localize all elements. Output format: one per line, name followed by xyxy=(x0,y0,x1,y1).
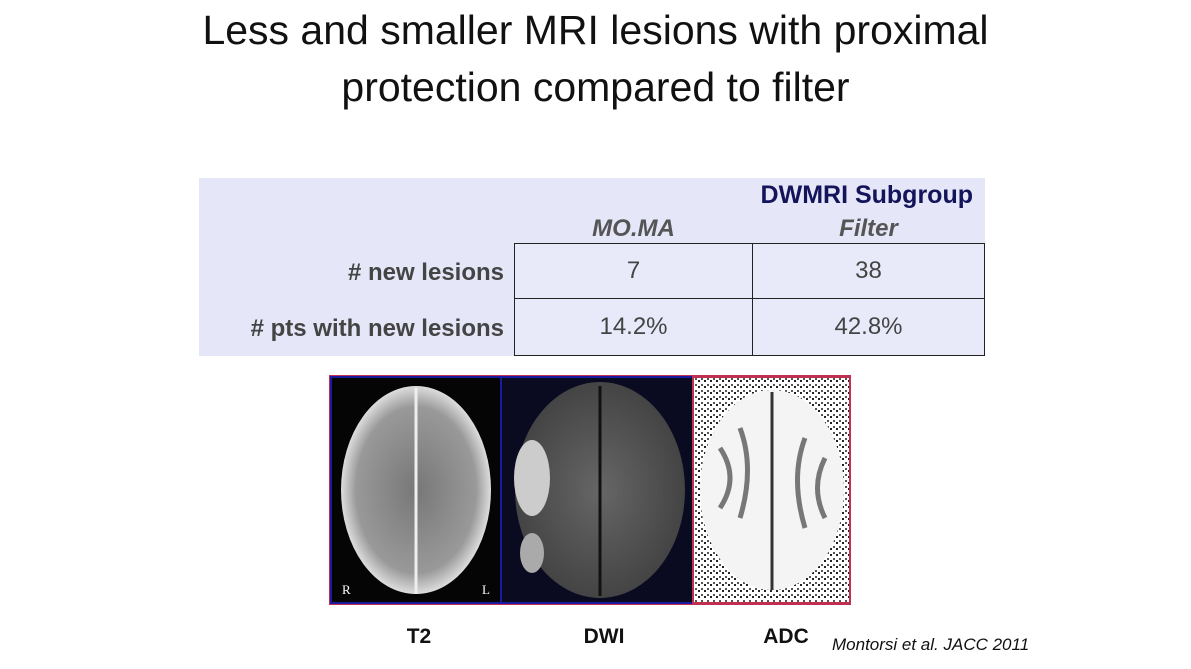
title-line: protection compared to filter xyxy=(341,64,850,110)
row-label: # new lesions xyxy=(347,259,504,286)
orientation-label: L xyxy=(482,582,490,597)
orientation-label: R xyxy=(342,582,351,597)
adc-panel xyxy=(692,376,851,604)
panel-label: T2 xyxy=(406,625,432,648)
panel-label: ADC xyxy=(763,625,809,648)
column-header: Filter xyxy=(839,215,898,242)
table-cell: 14.2% xyxy=(514,298,753,356)
mri-images: R L xyxy=(329,375,851,605)
column-header: MO.MA xyxy=(592,215,675,242)
panel-label: DWI xyxy=(583,625,625,648)
table-cell: 7 xyxy=(514,243,753,299)
row-label: # pts with new lesions xyxy=(250,315,504,342)
citation: Montorsi et al. JACC 2011 xyxy=(832,635,1030,654)
title-line: Less and smaller MRI lesions with proxim… xyxy=(202,7,989,53)
table-cell: 38 xyxy=(752,243,985,299)
group-header: DWMRI Subgroup xyxy=(760,181,973,209)
dwi-panel xyxy=(500,376,694,604)
table-cell: 42.8% xyxy=(752,298,985,356)
t2-panel: R L xyxy=(330,376,502,604)
